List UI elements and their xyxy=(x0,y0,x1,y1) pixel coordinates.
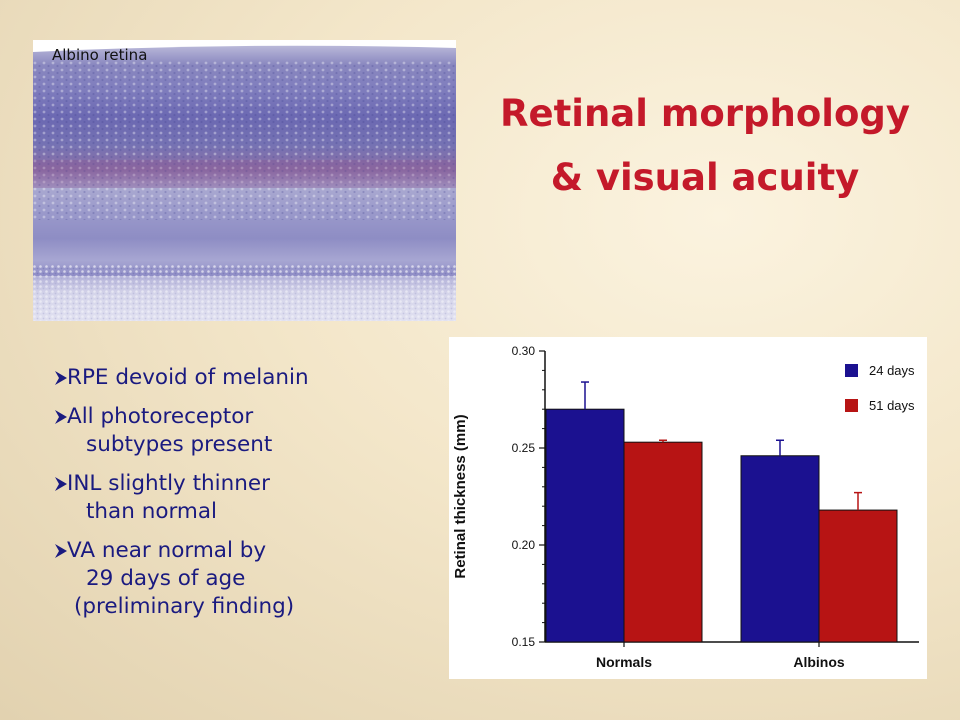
bullet-line: RPE devoid of melanin xyxy=(67,365,309,390)
thickness-chart: 0.15 0.20 0.25 0.30 Retinal thickness (mm) No… xyxy=(449,337,927,679)
bullet-line: (preliminary finding) xyxy=(74,594,295,619)
legend-swatch xyxy=(845,399,858,412)
y-tick-label: 0.15 xyxy=(512,635,536,649)
y-axis-title: Retinal thickness (mm) xyxy=(452,414,469,578)
bullet-item: VA near normal by 29 days of age (prelim… xyxy=(54,537,434,621)
y-tick-label: 0.30 xyxy=(512,344,536,358)
x-category-label: Albinos xyxy=(793,654,845,670)
bullet-item: INL slightly thinner than normal xyxy=(54,470,434,526)
bar xyxy=(740,455,820,643)
micrograph-label: Albino retina xyxy=(52,46,148,64)
y-tick-label: 0.20 xyxy=(512,538,536,552)
bullet-line: subtypes present xyxy=(86,432,273,457)
arrow-bullet-icon xyxy=(55,544,67,558)
legend-label: 51 days xyxy=(869,398,915,413)
retina-micrograph xyxy=(33,40,456,321)
bullet-line: All photoreceptor xyxy=(67,404,254,429)
chart-svg: 0.15 0.20 0.25 0.30 Retinal thickness (mm) No… xyxy=(452,344,919,670)
retina-micrograph-image xyxy=(33,40,456,321)
bullet-item: RPE devoid of melanin xyxy=(54,364,434,392)
bar xyxy=(818,509,898,643)
bullet-list: RPE devoid of melanin All photoreceptor … xyxy=(54,364,434,632)
bullet-line: INL slightly thinner xyxy=(67,471,270,496)
bullet-line: than normal xyxy=(86,499,218,524)
bullet-item: All photoreceptor subtypes present xyxy=(54,403,434,459)
slide-title: Retinal morphology & visual acuity xyxy=(470,82,940,210)
arrow-bullet-icon xyxy=(55,371,67,385)
bullet-line: 29 days of age xyxy=(86,566,246,591)
legend-swatch xyxy=(845,364,858,377)
bar xyxy=(545,408,625,643)
title-line-2: & visual acuity xyxy=(550,156,860,199)
title-line-1: Retinal morphology xyxy=(500,92,910,135)
bar xyxy=(623,441,703,643)
bullet-line: VA near normal by xyxy=(67,538,267,563)
arrow-bullet-icon xyxy=(55,477,67,491)
x-category-label: Normals xyxy=(596,654,652,670)
arrow-bullet-icon xyxy=(55,410,67,424)
legend-label: 24 days xyxy=(869,363,915,378)
y-tick-label: 0.25 xyxy=(512,441,536,455)
